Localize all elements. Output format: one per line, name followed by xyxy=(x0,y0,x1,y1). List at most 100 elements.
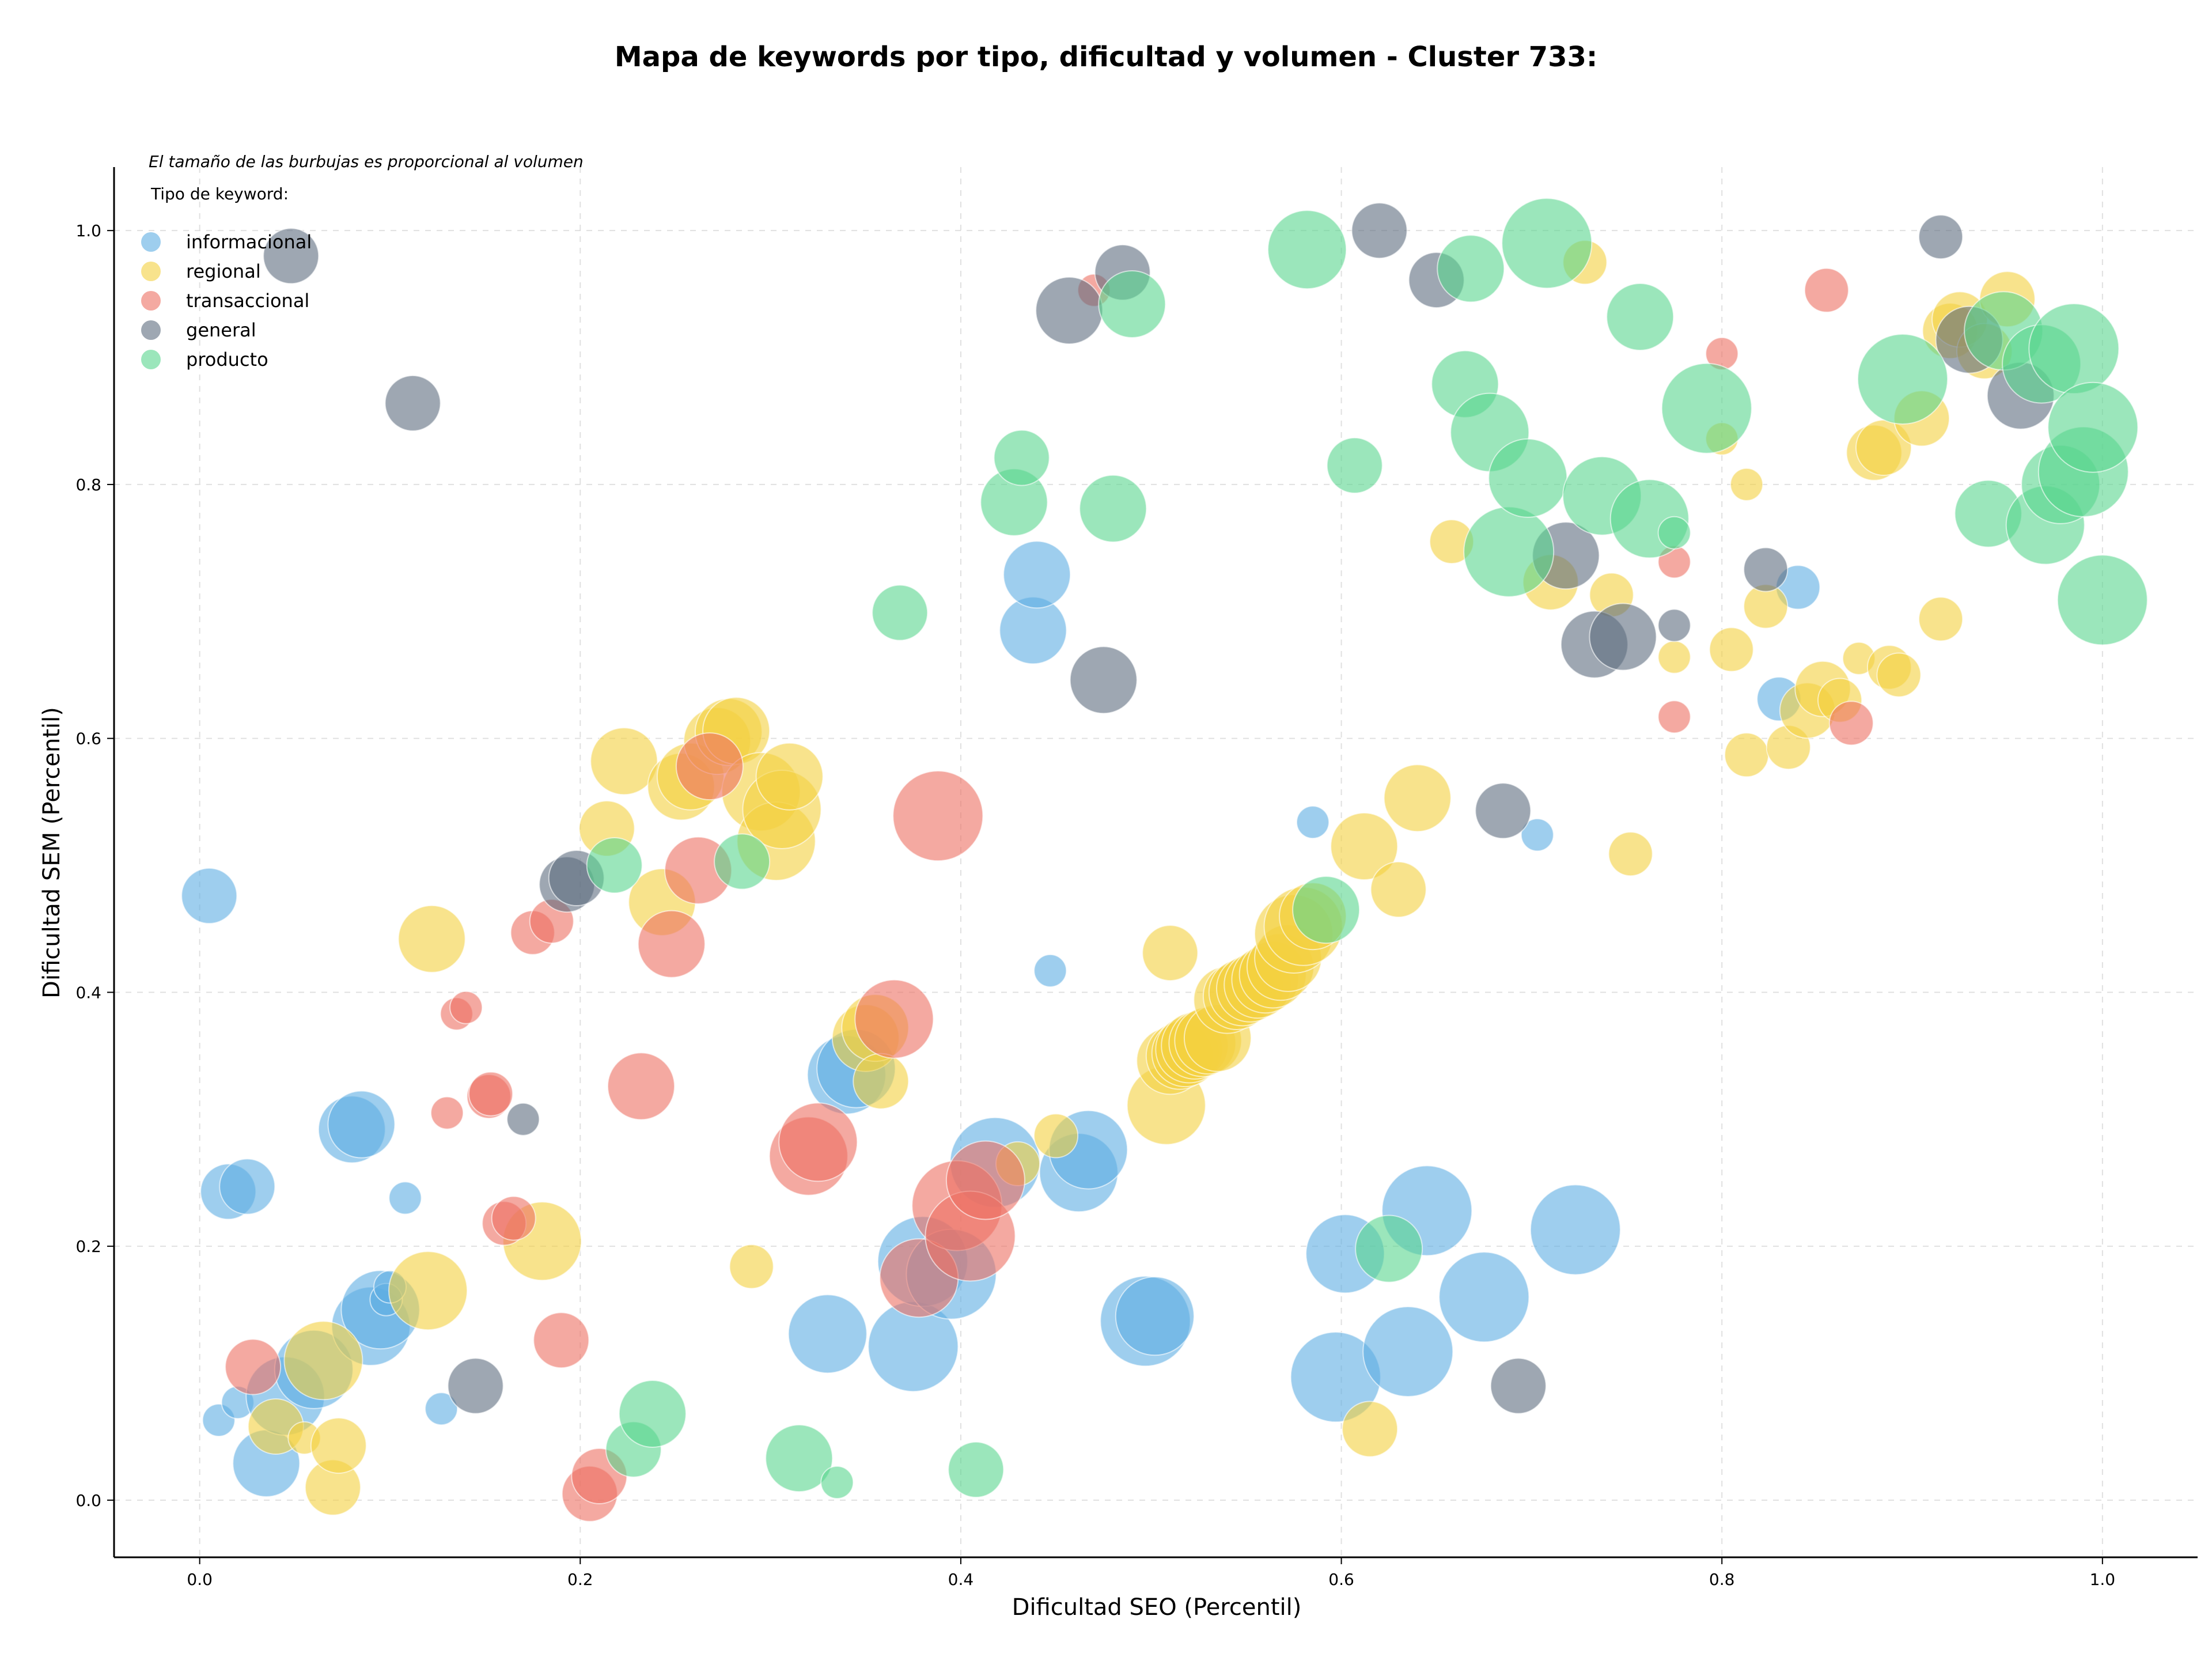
point-informacional xyxy=(1520,818,1554,852)
point-producto xyxy=(2047,381,2139,473)
point-producto xyxy=(1292,876,1361,944)
point-transaccional xyxy=(637,910,706,978)
point-general xyxy=(447,1357,504,1414)
legend-marker-transaccional xyxy=(141,291,161,311)
point-informacional xyxy=(1115,1276,1195,1356)
x-tick-label: 1.0 xyxy=(2090,1570,2116,1589)
point-regional xyxy=(1033,1113,1079,1159)
y-tick-label: 1.0 xyxy=(75,221,101,240)
point-transaccional xyxy=(607,1052,675,1121)
point-producto xyxy=(1501,198,1593,289)
x-tick-label: 0.8 xyxy=(1709,1570,1735,1589)
point-producto xyxy=(1661,362,1752,454)
x-axis-label: Dificultad SEO (Percentil) xyxy=(1012,1594,1302,1621)
point-informacional xyxy=(327,1090,396,1159)
point-informacional xyxy=(425,1392,459,1426)
point-transaccional xyxy=(1804,267,1849,313)
legend-label-producto: producto xyxy=(186,349,268,370)
point-transaccional xyxy=(449,990,483,1024)
point-general xyxy=(1490,1357,1547,1414)
point-producto xyxy=(1326,437,1383,494)
data-points xyxy=(181,198,2148,1522)
legend: Tipo de keyword: informacional regional tr… xyxy=(141,184,312,370)
point-regional xyxy=(1142,925,1199,982)
point-producto xyxy=(1267,210,1347,290)
point-producto xyxy=(1657,516,1691,550)
legend-label-transaccional: transaccional xyxy=(186,290,309,312)
point-informacional xyxy=(1438,1251,1530,1343)
point-regional xyxy=(1370,861,1427,918)
point-general xyxy=(1657,608,1691,642)
point-producto xyxy=(1463,506,1555,597)
point-informacional xyxy=(1033,954,1067,987)
point-regional xyxy=(729,1244,774,1289)
legend-label-regional: regional xyxy=(186,260,261,282)
point-regional xyxy=(1730,467,1764,501)
legend-marker-informacional xyxy=(141,232,161,252)
point-producto xyxy=(2056,554,2148,646)
point-informacional xyxy=(1529,1184,1621,1276)
point-producto xyxy=(586,837,643,894)
point-producto xyxy=(1857,334,1948,425)
point-regional xyxy=(1608,831,1653,877)
point-regional xyxy=(1330,812,1399,880)
point-producto xyxy=(2028,303,2120,395)
y-axis-label: Dificultad SEM (Percentil) xyxy=(39,707,65,998)
point-producto xyxy=(1355,1214,1423,1283)
point-producto xyxy=(714,833,771,890)
point-general xyxy=(1475,782,1532,839)
legend-title: Tipo de keyword: xyxy=(150,184,289,203)
point-general xyxy=(1351,202,1408,259)
point-transaccional xyxy=(491,1195,536,1241)
legend-marker-producto xyxy=(141,350,161,369)
x-tick-label: 0.2 xyxy=(567,1570,593,1589)
tick-labels: 0.0 0.2 0.4 0.6 0.8 1.0 0.0 0.2 0.4 0.6 0.8 1.0 xyxy=(75,221,2115,1589)
x-tick-label: 0.0 xyxy=(187,1570,213,1589)
point-regional xyxy=(1876,652,1922,698)
point-transaccional xyxy=(533,1312,590,1369)
point-producto xyxy=(993,429,1050,486)
legend-marker-regional xyxy=(141,262,161,281)
point-producto xyxy=(820,1466,854,1499)
point-informacional xyxy=(388,1181,422,1215)
point-regional xyxy=(1657,640,1691,674)
point-regional xyxy=(310,1417,367,1474)
point-transaccional xyxy=(892,770,984,862)
y-tick-label: 0.8 xyxy=(75,475,101,494)
chart-title: Mapa de keywords por tipo, dificultad y … xyxy=(615,41,1597,73)
x-tick-label: 0.6 xyxy=(1328,1570,1354,1589)
point-producto xyxy=(1098,270,1166,338)
point-informacional xyxy=(219,1158,276,1215)
point-informacional xyxy=(1003,540,1071,609)
point-informacional xyxy=(1362,1306,1454,1397)
point-general xyxy=(263,228,320,285)
point-transaccional xyxy=(854,979,934,1059)
point-general xyxy=(384,374,441,432)
point-regional xyxy=(1918,596,1964,642)
point-transaccional xyxy=(225,1338,282,1395)
point-transaccional xyxy=(945,1140,1025,1220)
point-general xyxy=(1918,214,1964,260)
point-regional xyxy=(1342,1401,1399,1458)
x-tick-label: 0.4 xyxy=(948,1570,974,1589)
point-regional xyxy=(1383,764,1452,833)
point-transaccional xyxy=(468,1071,513,1117)
legend-label-general: general xyxy=(186,319,256,341)
point-informacional xyxy=(1296,805,1330,839)
legend-marker-general xyxy=(141,320,161,340)
point-general xyxy=(1035,277,1104,345)
legend-label-informacional: informacional xyxy=(186,231,312,253)
y-tick-label: 0.0 xyxy=(75,1491,101,1510)
y-tick-label: 0.2 xyxy=(75,1237,101,1256)
bubble-size-note: El tamaño de las burbujas es proporciona… xyxy=(149,152,584,171)
y-tick-label: 0.6 xyxy=(75,729,101,748)
point-informacional xyxy=(181,867,238,924)
point-transaccional xyxy=(430,1096,464,1130)
point-producto xyxy=(1606,283,1675,351)
point-transaccional xyxy=(675,732,744,801)
point-producto xyxy=(1079,474,1147,543)
point-general xyxy=(1069,646,1138,714)
point-regional xyxy=(1724,732,1770,778)
point-producto xyxy=(1488,438,1568,518)
point-transaccional xyxy=(1828,701,1874,746)
